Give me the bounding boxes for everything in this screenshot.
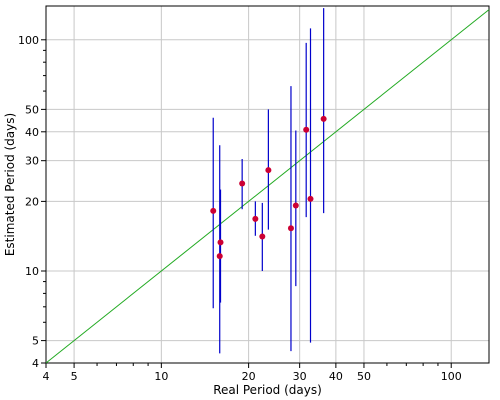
x-tick-label: 30 — [293, 370, 307, 383]
y-tick-label: 30 — [25, 155, 39, 168]
data-point — [265, 167, 272, 174]
y-tick-label: 40 — [25, 126, 39, 139]
x-tick-label: 20 — [242, 370, 256, 383]
x-tick-label: 10 — [154, 370, 168, 383]
y-tick-label: 5 — [32, 335, 39, 348]
data-point — [303, 126, 310, 133]
y-tick-label: 50 — [25, 103, 39, 116]
data-point — [259, 233, 266, 240]
data-points — [210, 115, 327, 260]
data-point — [239, 180, 246, 187]
x-axis-ticks: 4 5 10 20 30 40 50 100 — [43, 363, 462, 383]
x-tick-label: 40 — [329, 370, 343, 383]
data-point — [292, 202, 299, 209]
data-point — [210, 207, 217, 214]
grid — [46, 6, 489, 363]
data-point — [320, 115, 327, 122]
x-tick-label: 100 — [441, 370, 462, 383]
y-axis-ticks: 4 5 10 20 30 40 50 100 — [18, 34, 46, 370]
data-point — [307, 195, 314, 202]
y-tick-label: 100 — [18, 34, 39, 47]
x-tick-label: 5 — [71, 370, 78, 383]
y-tick-label: 10 — [25, 265, 39, 278]
data-point — [287, 225, 294, 232]
y-tick-label: 20 — [25, 195, 39, 208]
x-axis-label: Real Period (days) — [213, 383, 322, 397]
y-tick-label: 4 — [32, 357, 39, 370]
error-bars — [212, 8, 325, 354]
x-tick-label: 50 — [357, 370, 371, 383]
y-axis-label: Estimated Period (days) — [3, 113, 17, 256]
reference-line-y-equals-x — [45, 9, 490, 364]
data-point — [217, 239, 224, 246]
x-tick-label: 4 — [43, 370, 50, 383]
plot-area-frame — [45, 5, 490, 364]
data-point — [252, 215, 259, 222]
data-point — [216, 253, 223, 260]
